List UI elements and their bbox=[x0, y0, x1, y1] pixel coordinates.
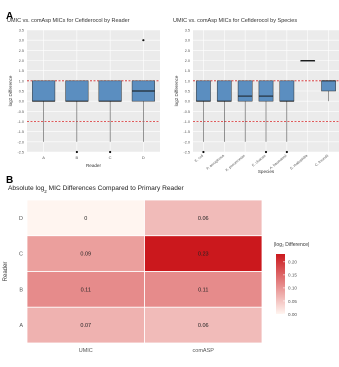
x-tick-label: A bbox=[42, 155, 45, 160]
cell-value-label: 0.06 bbox=[198, 216, 209, 222]
box bbox=[98, 80, 122, 102]
box bbox=[237, 80, 253, 102]
y-tick-label: 2.0 bbox=[185, 59, 190, 63]
heatmap-cell bbox=[144, 306, 263, 344]
box bbox=[321, 80, 336, 92]
x-tick-label: D bbox=[142, 155, 145, 160]
y-tick-label: -2.0 bbox=[17, 140, 24, 144]
y-tick-label: 2.0 bbox=[19, 59, 24, 63]
outlier-point bbox=[202, 150, 205, 154]
y-tick-label: 3.0 bbox=[185, 39, 190, 43]
outlier-point bbox=[285, 150, 288, 154]
cell-value-label: 0.11 bbox=[81, 287, 91, 293]
chart-by-species: UMIC vs. comAsp MICs for Cefiderocol by … bbox=[173, 18, 339, 174]
y-tick-label: 3.5 bbox=[19, 29, 24, 33]
x-tick-label: A. baumannii bbox=[269, 154, 288, 171]
heatmap-cell bbox=[26, 306, 145, 344]
y-tick-label: -1.0 bbox=[17, 120, 24, 124]
legend-tick-label: 0.15 bbox=[288, 273, 297, 278]
x-tick-label: K. pneumoniae bbox=[225, 154, 246, 173]
box bbox=[32, 80, 56, 102]
heatmap-title: Absolute log2 MIC Differences Compared t… bbox=[8, 185, 185, 194]
box bbox=[196, 80, 211, 102]
x-tick-label: P. aeruginosa bbox=[206, 154, 225, 171]
cell-value-label: 0.11 bbox=[198, 287, 208, 293]
cell-value-label: 0 bbox=[84, 216, 87, 222]
y-tick-label: 0.0 bbox=[19, 100, 24, 104]
y-tick-label: 0.0 bbox=[185, 100, 190, 104]
y-tick-label: -2.5 bbox=[17, 151, 24, 155]
heatmap-cell bbox=[26, 271, 145, 308]
x-tick-label: B bbox=[76, 155, 79, 160]
legend-title: |log₂ Difference| bbox=[274, 242, 309, 248]
x-tick-label: UMIC bbox=[79, 348, 93, 354]
heatmap-cell bbox=[144, 271, 263, 308]
heatmap-cell bbox=[26, 199, 145, 237]
y-tick-label: -0.5 bbox=[17, 110, 24, 114]
box bbox=[216, 80, 232, 102]
y-axis-title: log2 Difference bbox=[174, 75, 179, 106]
y-tick-label: 0.5 bbox=[19, 90, 24, 94]
heatmap-chart: Absolute log2 MIC Differences Compared t… bbox=[3, 185, 309, 354]
x-tick-label: comASP bbox=[193, 348, 215, 354]
y-tick-label: -1.5 bbox=[17, 130, 24, 134]
outlier-point bbox=[109, 150, 112, 154]
y-tick-label: -2.0 bbox=[183, 140, 190, 144]
y-tick-label: 3.0 bbox=[19, 39, 24, 43]
y-tick-label: 3.5 bbox=[185, 29, 190, 33]
y-axis-title: log2 Difference bbox=[8, 75, 13, 106]
y-tick-label: A bbox=[19, 323, 23, 329]
y-tick-label: -0.5 bbox=[183, 110, 190, 114]
y-axis-title: Reader bbox=[3, 262, 9, 282]
cell-value-label: 0.09 bbox=[80, 252, 91, 258]
cell-value-label: 0.23 bbox=[198, 252, 209, 258]
x-tick-label: E. coli bbox=[194, 154, 204, 163]
x-axis-title: Reader bbox=[86, 163, 102, 168]
legend-tick-label: 0.20 bbox=[288, 260, 297, 265]
x-tick-label: C. freundii bbox=[314, 154, 329, 168]
x-axis-title: Species bbox=[258, 169, 275, 174]
legend-tick-label: 0.00 bbox=[288, 312, 297, 317]
y-tick-label: 2.5 bbox=[19, 49, 24, 53]
chart-title: UMIC vs. comAsp MICs for Cefiderocol by … bbox=[173, 18, 297, 24]
x-tick-label: S. maltophilia bbox=[289, 154, 308, 171]
outlier-point bbox=[264, 150, 268, 154]
panel-b-label: B bbox=[6, 175, 14, 186]
heatmap-cell bbox=[144, 235, 263, 272]
outlier-point bbox=[75, 150, 78, 154]
y-tick-label: 1.0 bbox=[185, 79, 190, 83]
x-tick-label: E. cloacae bbox=[251, 154, 266, 168]
y-tick-label: 1.5 bbox=[19, 69, 24, 73]
panel-a-label: A bbox=[6, 11, 14, 22]
box bbox=[65, 80, 89, 102]
x-tick-label: C bbox=[109, 155, 112, 160]
y-tick-label: B bbox=[19, 287, 23, 293]
box bbox=[258, 80, 274, 102]
y-tick-label: 1.0 bbox=[19, 79, 24, 83]
legend-colorbar bbox=[276, 254, 285, 314]
y-tick-label: -2.5 bbox=[183, 151, 190, 155]
y-tick-label: 0.5 bbox=[185, 90, 190, 94]
y-tick-label: 1.5 bbox=[185, 69, 190, 73]
box bbox=[279, 80, 295, 102]
y-tick-label: -1.0 bbox=[183, 120, 190, 124]
y-tick-label: D bbox=[19, 216, 23, 222]
cell-value-label: 0.07 bbox=[80, 323, 91, 329]
heatmap-cell bbox=[144, 199, 263, 237]
outlier-point bbox=[142, 39, 145, 42]
legend-tick-label: 0.05 bbox=[288, 299, 297, 304]
y-tick-label: -1.5 bbox=[183, 130, 190, 134]
cell-value-label: 0.06 bbox=[198, 323, 209, 329]
y-tick-label: C bbox=[19, 252, 23, 258]
chart-title: UMIC vs. comAsp MICs for Cefiderocol by … bbox=[7, 18, 130, 24]
y-tick-label: 2.5 bbox=[185, 49, 190, 53]
chart-by-reader: UMIC vs. comAsp MICs for Cefiderocol by … bbox=[7, 18, 160, 168]
legend-tick-label: 0.10 bbox=[288, 286, 297, 291]
